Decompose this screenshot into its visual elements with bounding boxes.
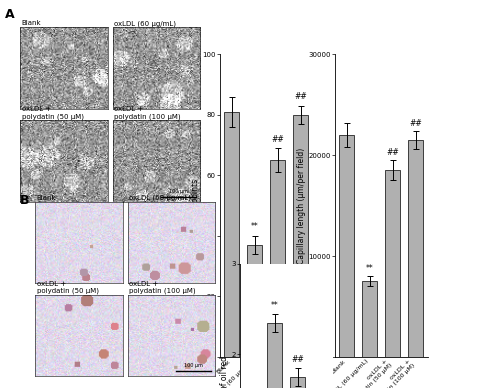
Text: oxLDL (60 μg/mL): oxLDL (60 μg/mL) (114, 20, 176, 26)
Bar (386, 170, 400, 357)
Bar (294, 115, 308, 357)
Text: **: ** (366, 264, 374, 273)
Text: Blank: Blank (37, 195, 56, 201)
Text: Blank: Blank (22, 20, 42, 26)
Text: ##: ## (410, 119, 422, 128)
Text: ##: ## (292, 355, 304, 364)
Text: A: A (5, 8, 15, 21)
Bar (267, 323, 282, 388)
Text: oxLDL +
polydatin (50 μM): oxLDL + polydatin (50 μM) (37, 281, 99, 294)
Text: ##: ## (272, 135, 284, 144)
Text: **: ** (251, 222, 258, 231)
Bar (224, 112, 239, 357)
Text: oxLDL +
polydatin (100 μM): oxLDL + polydatin (100 μM) (114, 106, 181, 120)
Text: oxLDL (60 μg/mL): oxLDL (60 μg/mL) (129, 195, 191, 201)
Bar (247, 245, 262, 357)
Text: **: ** (271, 301, 278, 310)
Text: oxLDL +
polydatin (50 μM): oxLDL + polydatin (50 μM) (22, 106, 84, 120)
Y-axis label: Relative level of oil red: Relative level of oil red (220, 356, 228, 388)
Bar (290, 377, 306, 388)
Y-axis label: Branch points: Branch points (190, 179, 200, 232)
Text: B: B (20, 194, 30, 207)
Text: 100 μm: 100 μm (168, 189, 188, 194)
Text: ##: ## (386, 148, 399, 157)
Bar (270, 160, 285, 357)
Y-axis label: Capillary length (μm/per field): Capillary length (μm/per field) (296, 147, 306, 264)
Text: ##: ## (294, 92, 307, 101)
Bar (408, 140, 424, 357)
Bar (362, 281, 377, 357)
Text: oxLDL +
polydatin (100 μM): oxLDL + polydatin (100 μM) (129, 281, 196, 294)
Text: 100 μm: 100 μm (184, 363, 203, 368)
Bar (339, 135, 354, 357)
